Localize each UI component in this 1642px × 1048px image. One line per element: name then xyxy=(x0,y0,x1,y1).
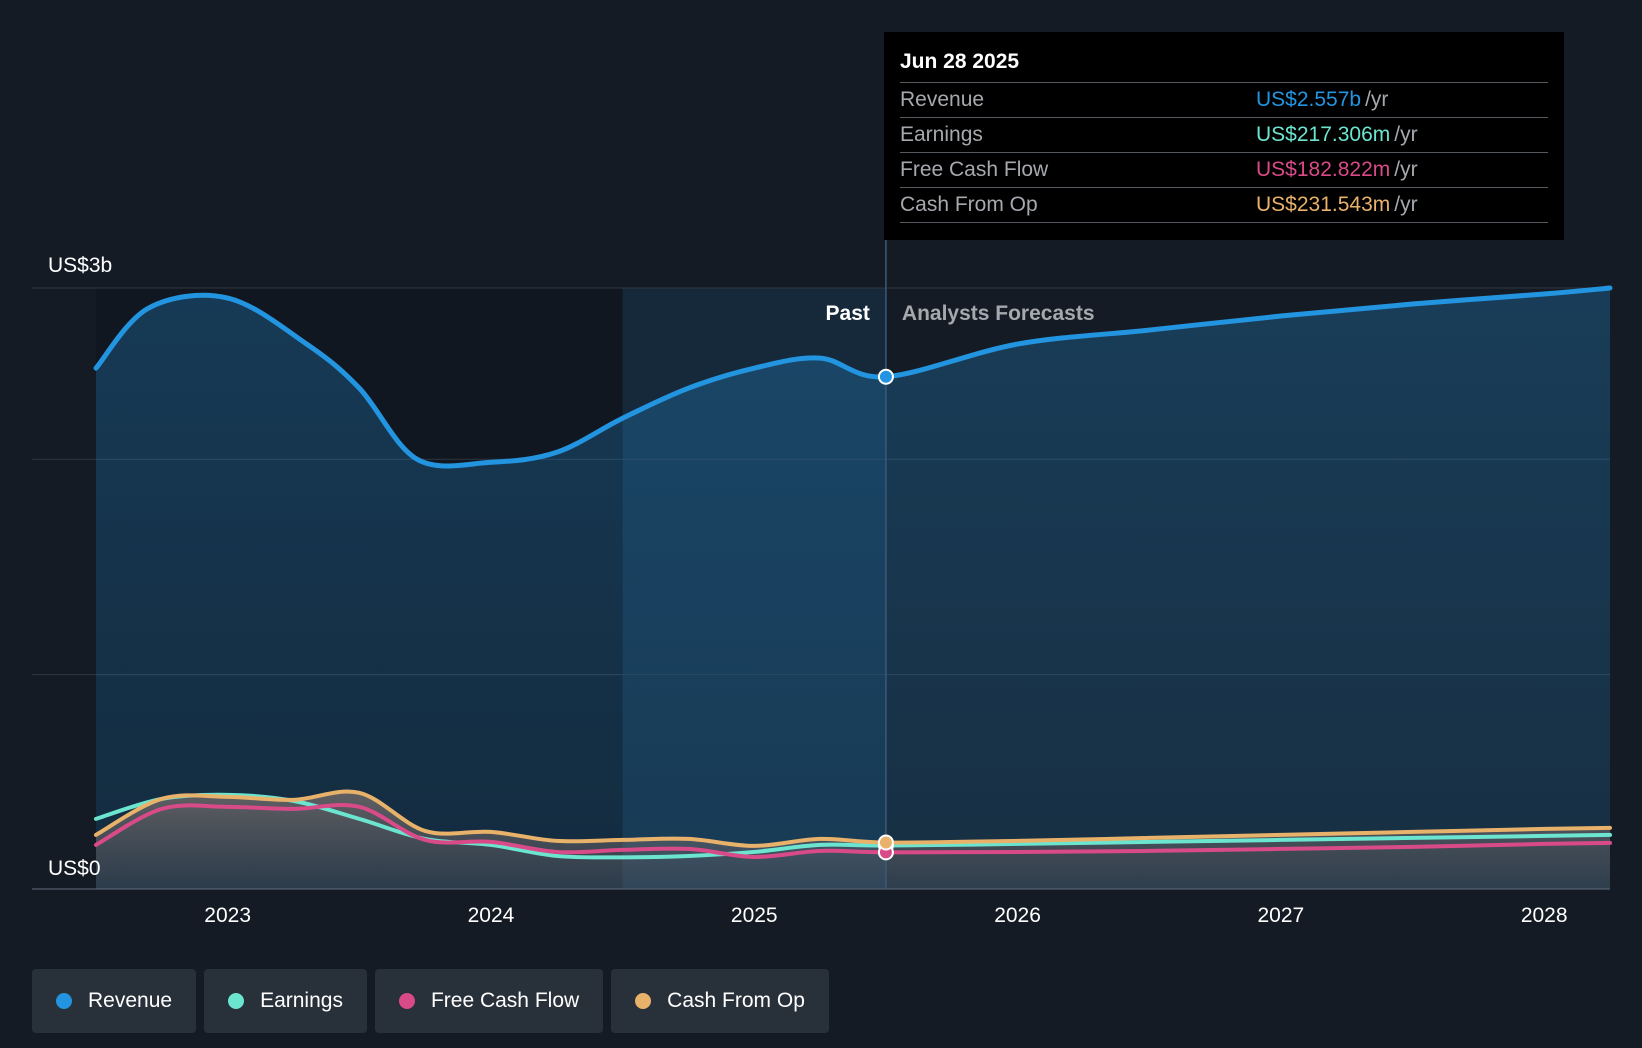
x-tick-label: 2027 xyxy=(1258,904,1305,927)
tooltip-unit: /yr xyxy=(1365,88,1389,111)
x-tick-label: 2028 xyxy=(1521,904,1568,927)
legend-dot-icon xyxy=(56,993,72,1009)
y-tick-label: US$0 xyxy=(48,857,101,880)
x-tick-label: 2025 xyxy=(731,904,778,927)
free-cash-flow-line xyxy=(94,803,1612,859)
tooltip-value: US$2.557b xyxy=(1256,88,1362,111)
x-tick-label: 2026 xyxy=(994,904,1041,927)
tooltip-row-revenue: Revenue US$2.557b/yr xyxy=(900,82,1548,117)
cash-from-op-area xyxy=(96,791,1610,889)
legend: Revenue Earnings Free Cash Flow Cash Fro… xyxy=(32,969,829,1033)
legend-item-earnings[interactable]: Earnings xyxy=(204,969,367,1033)
tooltip-label: Earnings xyxy=(900,123,983,146)
legend-label: Cash From Op xyxy=(667,989,805,1012)
tooltip-label: Revenue xyxy=(900,88,985,111)
tooltip-row-earnings: Earnings US$217.306m/yr xyxy=(900,117,1548,152)
legend-item-free-cash-flow[interactable]: Free Cash Flow xyxy=(374,969,604,1033)
legend-item-revenue[interactable]: Revenue xyxy=(32,969,197,1033)
tooltip-unit: /yr xyxy=(1394,123,1418,146)
past-label: Past xyxy=(826,302,870,325)
tooltip-value: US$217.306m xyxy=(1256,123,1391,146)
tooltip-value: US$182.822m xyxy=(1256,158,1391,181)
legend-dot-icon xyxy=(228,993,245,1009)
legend-label: Revenue xyxy=(88,989,173,1012)
legend-label: Free Cash Flow xyxy=(430,989,580,1012)
tooltip-value: US$231.543m xyxy=(1256,193,1391,216)
y-tick-label: US$3b xyxy=(48,254,112,277)
tooltip-label: Free Cash Flow xyxy=(900,158,1049,181)
legend-label: Earnings xyxy=(260,989,343,1012)
chart: US$3b US$0 2023 2024 2025 2026 2027 2028 Past Ana… xyxy=(32,240,1613,927)
tooltip-unit: /yr xyxy=(1394,158,1418,181)
tooltip: Jun 28 2025 Revenue US$2.557b/yr Earning… xyxy=(884,32,1564,240)
x-tick-label: 2023 xyxy=(204,904,251,927)
tooltip-date: Jun 28 2025 xyxy=(900,50,1020,73)
tooltip-label: Cash From Op xyxy=(900,193,1038,216)
legend-item-cash-from-op[interactable]: Cash From Op xyxy=(611,969,829,1033)
legend-dot-icon xyxy=(635,993,652,1009)
legend-dot-icon xyxy=(398,993,415,1009)
x-tick-label: 2024 xyxy=(468,904,515,927)
tooltip-row-free-cash-flow: Free Cash Flow US$182.822m/yr xyxy=(900,152,1548,187)
tooltip-unit: /yr xyxy=(1394,193,1418,216)
tooltip-row-cash-from-op: Cash From Op US$231.543m/yr xyxy=(900,187,1548,223)
cash-from-op-marker xyxy=(877,834,894,851)
earnings-line xyxy=(94,792,1612,860)
cash-from-op-line xyxy=(94,789,1612,848)
forecast-label: Analysts Forecasts xyxy=(902,302,1095,325)
revenue-area xyxy=(96,288,1610,889)
revenue-line xyxy=(93,285,1613,469)
revenue-marker xyxy=(877,368,894,385)
